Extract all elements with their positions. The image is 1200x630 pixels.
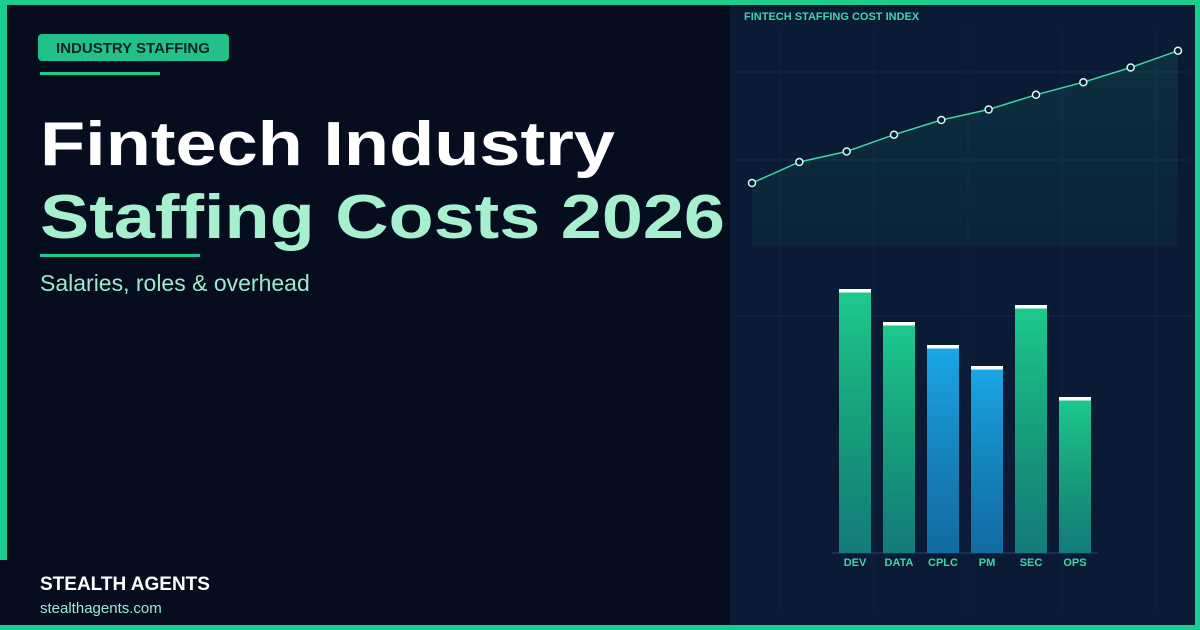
badge-text: INDUSTRY STAFFING [56, 40, 210, 57]
point [747, 178, 757, 188]
url: stealthagents.com [40, 600, 162, 617]
right-border [1195, 0, 1200, 630]
bar-shade [883, 322, 915, 553]
x-tick-label: DATA [885, 557, 914, 569]
bar-shade [971, 366, 1003, 553]
point [937, 115, 946, 125]
left-border [0, 0, 7, 560]
bar-shade [1059, 397, 1091, 553]
title-line-1: Fintech Industry [40, 110, 616, 179]
x-tick-label: OPS [1063, 557, 1086, 569]
x-tick-label: SEC [1020, 557, 1043, 569]
brand: STEALTH AGENTS [40, 574, 210, 595]
bar-cap [927, 345, 959, 349]
bar-cap [971, 366, 1003, 370]
top-border [0, 0, 1200, 5]
point [795, 157, 804, 167]
bar-cap [883, 322, 915, 326]
bar-cap [839, 289, 871, 293]
bar-cap [1059, 397, 1091, 401]
chart-title: FINTECH STAFFING COST INDEX [744, 11, 920, 23]
accent-line [40, 254, 200, 257]
point [1079, 77, 1088, 87]
accent-line [40, 72, 160, 75]
x-tick-label: PM [979, 557, 996, 569]
point [984, 105, 993, 114]
point [842, 147, 851, 156]
area-fill [752, 50, 1178, 247]
badge [38, 34, 229, 61]
plot: DEV DATA CPLC PM SEC OPS [736, 30, 1190, 610]
line [751, 49, 1179, 184]
x-tick-label: CPLC [928, 557, 958, 569]
bar-shade [927, 345, 959, 553]
point [1173, 46, 1183, 55]
bar-cap [1015, 305, 1047, 309]
point [1031, 90, 1041, 100]
x-tick-label: DEV [844, 557, 867, 569]
title-line-2: Staffing Costs 2026 [40, 183, 725, 252]
bar-shade [1015, 305, 1047, 553]
bar-shade [839, 289, 871, 553]
point [1126, 63, 1135, 72]
point [889, 130, 899, 139]
subtitle: Salaries, roles & overhead [40, 270, 310, 296]
bottom-border [0, 625, 1200, 630]
